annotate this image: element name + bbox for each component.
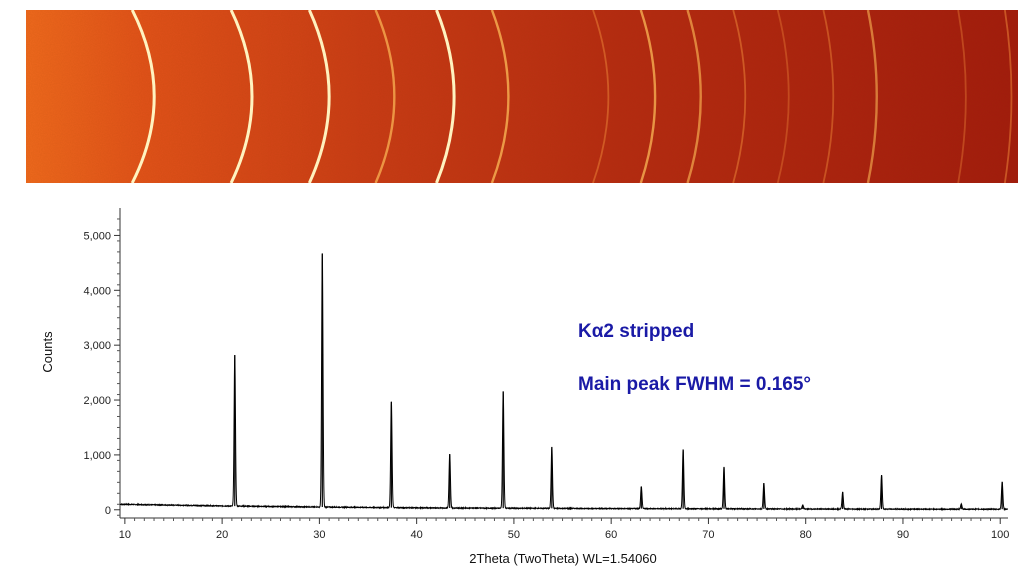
diffraction-ring xyxy=(957,10,967,183)
y-tick-label: 2,000 xyxy=(83,395,111,407)
y-tick-label: 4,000 xyxy=(83,285,111,297)
x-tick-label: 30 xyxy=(313,529,325,541)
diffraction-ring xyxy=(1003,10,1013,183)
x-tick-label: 100 xyxy=(991,529,1009,541)
x-tick-label: 50 xyxy=(508,529,520,541)
x-tick-label: 20 xyxy=(216,529,228,541)
xrd-pattern-line xyxy=(119,253,1009,512)
x-tick-label: 40 xyxy=(411,529,423,541)
x-tick-label: 60 xyxy=(605,529,617,541)
detector-image xyxy=(26,10,1018,183)
y-tick-label: 1,000 xyxy=(83,450,111,462)
diffraction-ring xyxy=(307,10,331,183)
diffraction-ring xyxy=(435,10,456,183)
diffraction-ring xyxy=(490,10,510,183)
axes xyxy=(119,208,1008,519)
diffraction-ring xyxy=(592,10,610,183)
x-tick-label: 10 xyxy=(119,529,131,541)
diffraction-ring xyxy=(229,10,254,183)
diffraction-ring xyxy=(639,10,657,183)
y-tick-label: 0 xyxy=(105,505,111,517)
x-tick-label: 70 xyxy=(702,529,714,541)
y-tick-label: 3,000 xyxy=(83,340,111,352)
diffraction-ring xyxy=(866,10,878,183)
diffraction-ring xyxy=(732,10,747,183)
xrd-chart: 10 20 30 40 50 60 70 80 90 100 0 1,000 2,000 3,000 4,0… xyxy=(40,208,1009,566)
peak-markers xyxy=(234,253,1003,510)
annotation-fwhm: Main peak FWHM = 0.165° xyxy=(578,374,811,395)
y-tick-label: 5,000 xyxy=(83,230,111,242)
diffraction-ring xyxy=(686,10,702,183)
x-tick-label: 80 xyxy=(800,529,812,541)
diffraction-rings xyxy=(130,10,1013,183)
x-axis-label: 2Theta (TwoTheta) WL=1.54060 xyxy=(469,551,657,566)
diffraction-ring xyxy=(776,10,790,183)
diffraction-ring xyxy=(374,10,396,183)
diffraction-ring xyxy=(822,10,835,183)
axis-ticks: 10 20 30 40 50 60 70 80 90 100 0 1,000 2,000 3,000 4,0… xyxy=(83,218,1009,541)
x-tick-label: 90 xyxy=(897,529,909,541)
diffraction-ring xyxy=(130,10,156,183)
y-axis-label: Counts xyxy=(40,331,55,373)
annotation-ka2-stripped: Kα2 stripped xyxy=(578,321,694,342)
